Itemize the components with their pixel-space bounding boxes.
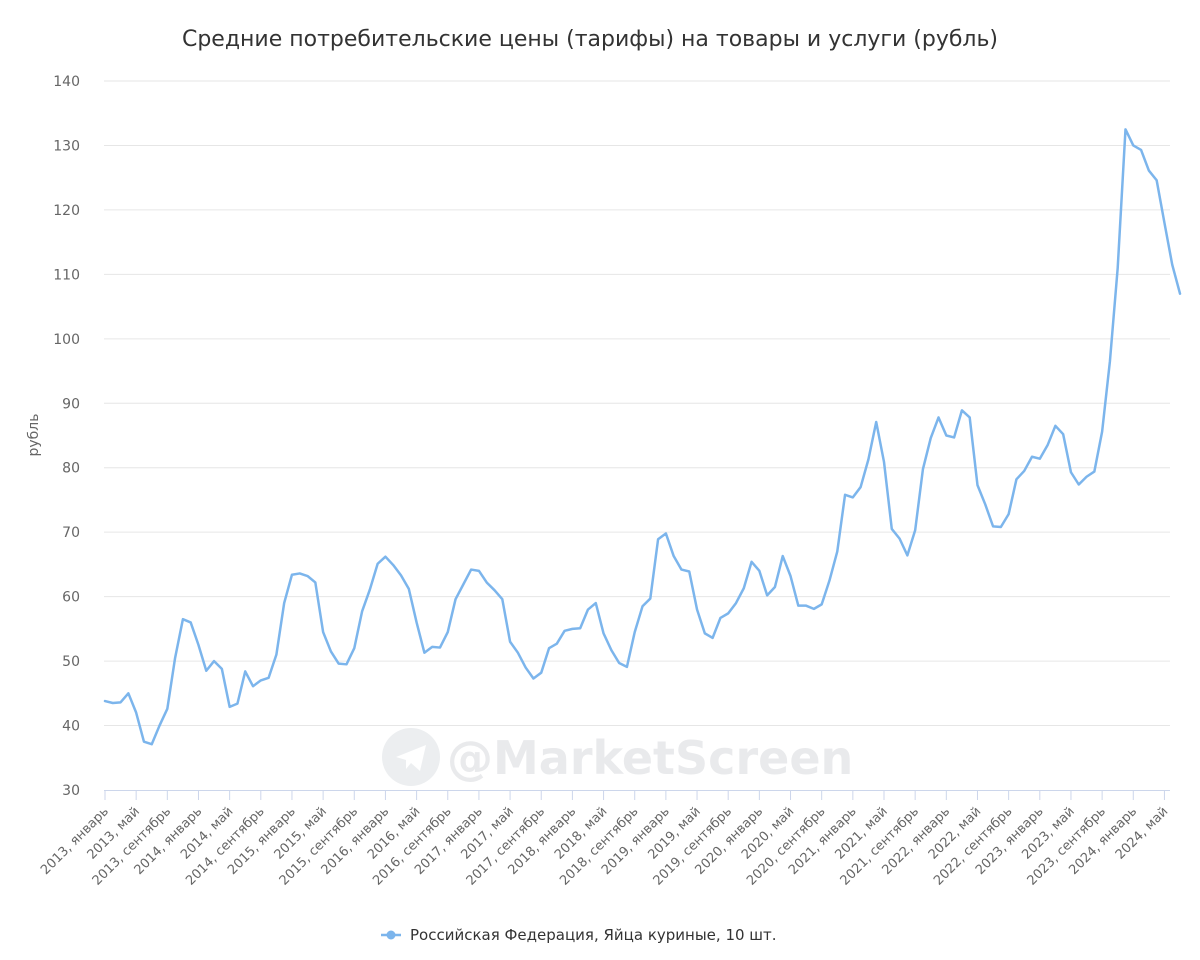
legend-marker-icon: [386, 930, 396, 940]
y-tick-label: 140: [53, 74, 80, 90]
y-tick-label: 70: [62, 525, 80, 541]
legend[interactable]: Российская Федерация, Яйца куриные, 10 ш…: [381, 926, 777, 944]
y-tick-label: 110: [53, 267, 80, 283]
y-tick-label: 130: [53, 138, 80, 154]
grid-lines: [104, 80, 1170, 727]
y-tick-label: 60: [62, 590, 80, 606]
y-tick-label: 50: [62, 654, 80, 670]
y-tick-label: 80: [62, 461, 80, 477]
y-tick-label: 90: [62, 396, 80, 412]
paper-plane-icon: [396, 745, 426, 771]
series-group: [103, 128, 1182, 746]
y-axis-ticks: 30 40 50 60 70 80 90 100 110 120 130 140: [53, 74, 80, 799]
y-tick-label: 120: [53, 203, 80, 219]
y-tick-label: 30: [62, 783, 80, 799]
chart-title: Средние потребительские цены (тарифы) на…: [182, 27, 998, 52]
y-tick-label: 40: [62, 719, 80, 735]
y-axis-label: рубль: [26, 413, 42, 456]
legend-series-label: Российская Федерация, Яйца куриные, 10 ш…: [410, 926, 777, 944]
watermark: @MarketScreen: [382, 728, 853, 786]
series-line[interactable]: [103, 128, 1182, 746]
watermark-text: @MarketScreen: [447, 731, 853, 785]
y-tick-label: 100: [53, 332, 80, 348]
